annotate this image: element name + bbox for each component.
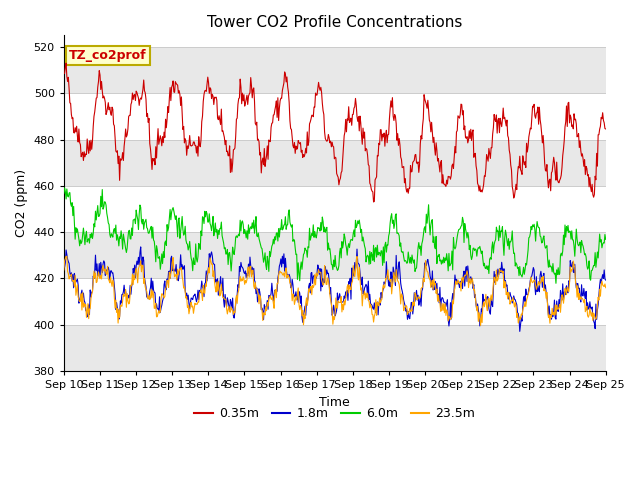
Text: TZ_co2prof: TZ_co2prof [69, 49, 147, 62]
Y-axis label: CO2 (ppm): CO2 (ppm) [15, 169, 28, 237]
X-axis label: Time: Time [319, 396, 350, 408]
Bar [64, 140, 605, 186]
Bar [64, 47, 605, 93]
Title: Tower CO2 Profile Concentrations: Tower CO2 Profile Concentrations [207, 15, 463, 30]
Bar [64, 325, 605, 371]
Legend: 0.35m, 1.8m, 6.0m, 23.5m: 0.35m, 1.8m, 6.0m, 23.5m [189, 402, 481, 425]
Bar [64, 232, 605, 278]
